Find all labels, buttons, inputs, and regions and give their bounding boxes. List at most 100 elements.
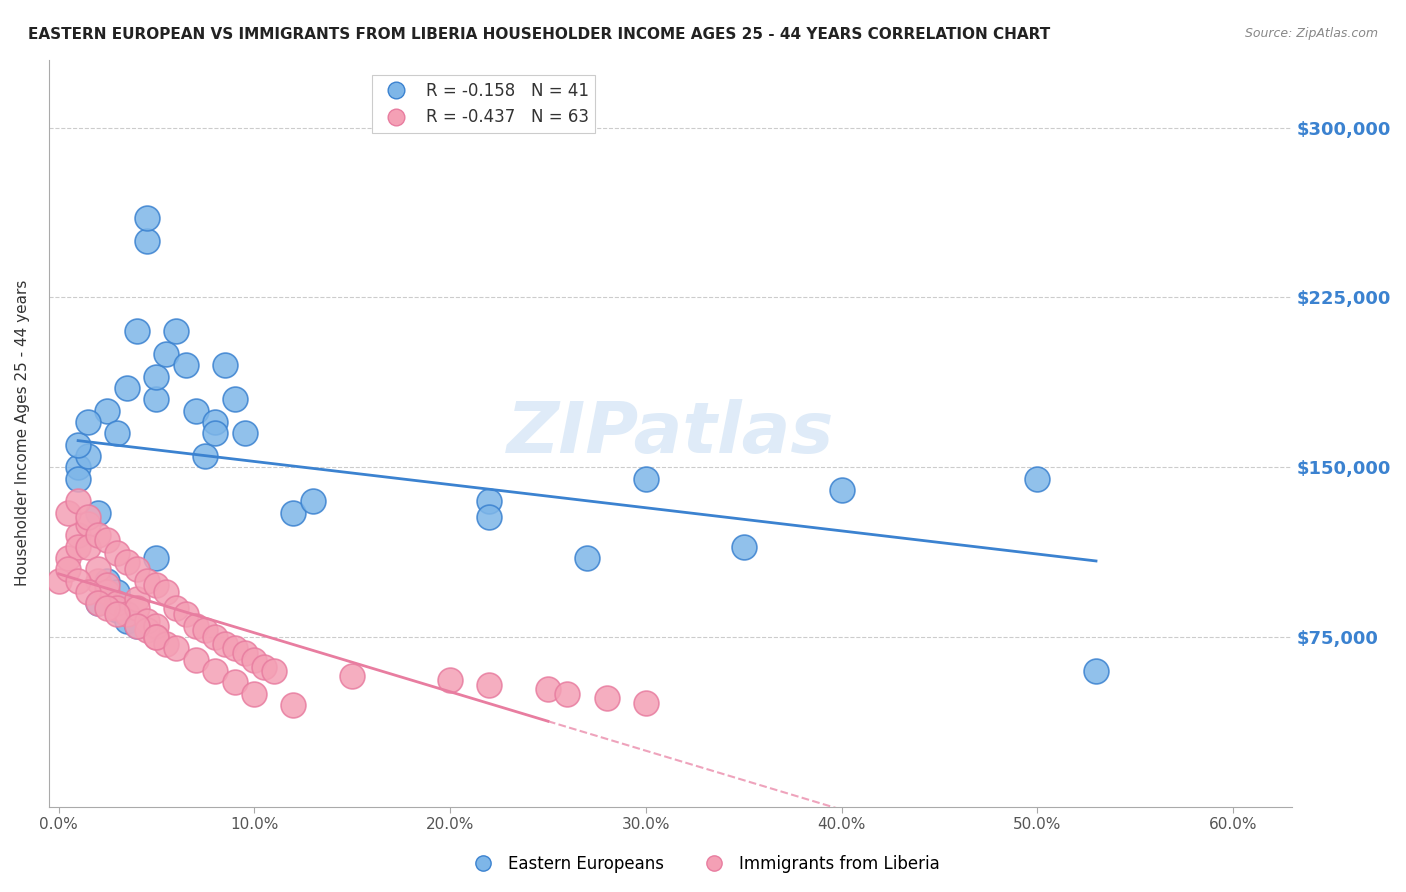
Point bbox=[283, 698, 305, 712]
Point bbox=[204, 630, 226, 644]
Point bbox=[224, 675, 246, 690]
Point bbox=[537, 682, 560, 697]
Point bbox=[77, 449, 100, 463]
Point bbox=[194, 449, 217, 463]
Point bbox=[634, 696, 657, 710]
Point bbox=[184, 653, 207, 667]
Point bbox=[557, 687, 579, 701]
Legend: R = -0.158   N = 41, R = -0.437   N = 63: R = -0.158 N = 41, R = -0.437 N = 63 bbox=[373, 76, 595, 133]
Point bbox=[1085, 664, 1108, 678]
Point bbox=[86, 506, 108, 520]
Point bbox=[115, 614, 138, 628]
Point bbox=[165, 641, 187, 656]
Point bbox=[125, 324, 148, 338]
Point bbox=[86, 562, 108, 576]
Point bbox=[165, 600, 187, 615]
Point bbox=[86, 596, 108, 610]
Point bbox=[48, 574, 70, 588]
Point bbox=[214, 637, 236, 651]
Point bbox=[115, 381, 138, 395]
Point bbox=[125, 591, 148, 606]
Point bbox=[243, 687, 266, 701]
Point bbox=[67, 528, 90, 542]
Point bbox=[233, 646, 256, 660]
Point bbox=[283, 506, 305, 520]
Point bbox=[125, 619, 148, 633]
Point bbox=[214, 359, 236, 373]
Point bbox=[135, 614, 157, 628]
Point bbox=[204, 415, 226, 429]
Point bbox=[96, 600, 118, 615]
Point bbox=[105, 546, 128, 560]
Point bbox=[478, 510, 501, 524]
Point bbox=[96, 578, 118, 592]
Point bbox=[155, 637, 177, 651]
Point bbox=[263, 664, 285, 678]
Point bbox=[77, 510, 100, 524]
Point bbox=[135, 624, 157, 638]
Point bbox=[145, 619, 167, 633]
Point bbox=[155, 584, 177, 599]
Point bbox=[145, 630, 167, 644]
Point bbox=[86, 574, 108, 588]
Point bbox=[576, 550, 599, 565]
Point bbox=[174, 607, 197, 622]
Point bbox=[96, 533, 118, 547]
Point bbox=[58, 506, 80, 520]
Point bbox=[224, 392, 246, 407]
Point bbox=[135, 574, 157, 588]
Point bbox=[145, 392, 167, 407]
Point bbox=[634, 472, 657, 486]
Legend: Eastern Europeans, Immigrants from Liberia: Eastern Europeans, Immigrants from Liber… bbox=[460, 848, 946, 880]
Point bbox=[105, 584, 128, 599]
Point bbox=[165, 324, 187, 338]
Point bbox=[340, 668, 363, 682]
Point bbox=[67, 540, 90, 554]
Y-axis label: Householder Income Ages 25 - 44 years: Householder Income Ages 25 - 44 years bbox=[15, 280, 30, 586]
Point bbox=[96, 403, 118, 417]
Point bbox=[58, 562, 80, 576]
Point bbox=[302, 494, 325, 508]
Point bbox=[125, 600, 148, 615]
Point bbox=[135, 211, 157, 226]
Point bbox=[145, 630, 167, 644]
Point bbox=[77, 584, 100, 599]
Text: EASTERN EUROPEAN VS IMMIGRANTS FROM LIBERIA HOUSEHOLDER INCOME AGES 25 - 44 YEAR: EASTERN EUROPEAN VS IMMIGRANTS FROM LIBE… bbox=[28, 27, 1050, 42]
Point bbox=[105, 600, 128, 615]
Point bbox=[831, 483, 853, 497]
Point bbox=[145, 578, 167, 592]
Point bbox=[733, 540, 755, 554]
Point bbox=[174, 359, 197, 373]
Point bbox=[204, 664, 226, 678]
Point bbox=[145, 369, 167, 384]
Point bbox=[125, 562, 148, 576]
Point bbox=[86, 596, 108, 610]
Point bbox=[67, 437, 90, 451]
Point bbox=[224, 641, 246, 656]
Point bbox=[243, 653, 266, 667]
Point bbox=[595, 691, 617, 706]
Point bbox=[67, 472, 90, 486]
Point bbox=[155, 347, 177, 361]
Point bbox=[478, 494, 501, 508]
Point bbox=[67, 574, 90, 588]
Point bbox=[135, 234, 157, 248]
Point bbox=[105, 607, 128, 622]
Point bbox=[439, 673, 461, 688]
Point bbox=[86, 528, 108, 542]
Point bbox=[105, 426, 128, 441]
Text: Source: ZipAtlas.com: Source: ZipAtlas.com bbox=[1244, 27, 1378, 40]
Point bbox=[96, 584, 118, 599]
Point bbox=[77, 415, 100, 429]
Point bbox=[184, 403, 207, 417]
Point bbox=[58, 550, 80, 565]
Point bbox=[194, 624, 217, 638]
Point bbox=[204, 426, 226, 441]
Point bbox=[67, 494, 90, 508]
Point bbox=[233, 426, 256, 441]
Point bbox=[478, 678, 501, 692]
Point bbox=[115, 607, 138, 622]
Point bbox=[1026, 472, 1049, 486]
Point bbox=[77, 516, 100, 531]
Point bbox=[145, 550, 167, 565]
